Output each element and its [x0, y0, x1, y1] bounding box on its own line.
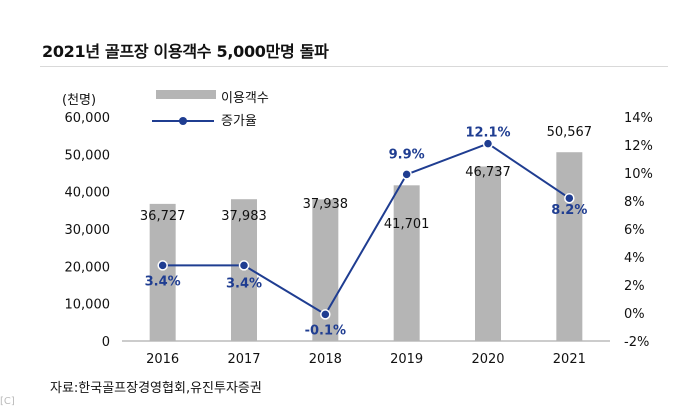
bar-value-label: 37,938: [303, 197, 349, 212]
y-right-tick-label: 0%: [624, 307, 645, 322]
y-right-tick-label: 2%: [624, 279, 645, 294]
corner-mark: [C]: [0, 396, 15, 407]
bar-value-label: 37,983: [221, 209, 267, 224]
line-value-label: -0.1%: [305, 323, 346, 338]
y-left-unit: (천명): [62, 93, 96, 108]
bar: [393, 185, 420, 341]
y-left-tick-label: 0: [102, 335, 110, 350]
legend-line-label: 증가율: [221, 114, 257, 129]
line-point: [564, 192, 575, 204]
bar: [475, 166, 501, 341]
y-right-tick-label: 12%: [624, 139, 653, 154]
x-tick-label: 2019: [390, 352, 423, 367]
line-value-label: 3.4%: [145, 274, 181, 289]
line-value-label: 3.4%: [226, 276, 262, 291]
line-point: [482, 138, 494, 149]
y-right-tick-label: 4%: [624, 251, 645, 266]
bar: [556, 152, 583, 341]
line-point: [238, 260, 250, 271]
y-right-tick-label: 10%: [624, 167, 653, 182]
line-value-label: 12.1%: [465, 126, 510, 141]
growth-line: [162, 142, 570, 316]
y-left-tick-label: 20,000: [65, 260, 111, 275]
x-tick-label: 2017: [227, 352, 260, 367]
line-point: [401, 169, 412, 180]
x-tick-label: 2016: [146, 352, 179, 367]
bar-value-label: 36,727: [140, 209, 186, 224]
bar: [149, 203, 176, 341]
x-tick-label: 2018: [309, 352, 342, 367]
chart-title: 2021년 골프장 이용객수 5,000만명 돌파: [42, 42, 329, 61]
y-left-tick-label: 30,000: [65, 223, 111, 238]
x-tick-label: 2021: [553, 352, 586, 367]
y-right-tick-label: -2%: [624, 335, 649, 350]
line-value-label: 9.9%: [389, 147, 425, 162]
y-left-tick-label: 10,000: [65, 298, 111, 313]
y-left-tick-label: 50,000: [65, 148, 111, 163]
y-right-tick-label: 6%: [624, 223, 645, 238]
bar: [312, 199, 339, 341]
y-left-tick-label: 60,000: [65, 111, 111, 126]
source-note: 자료:한국골프장경영협회,유진투자증권: [50, 381, 262, 396]
line-point: [157, 260, 168, 271]
bar-value-label: 46,737: [465, 165, 511, 180]
legend-bar-label: 이용객수: [221, 91, 269, 106]
legend-bar-swatch: [156, 90, 216, 99]
bar-value-label: 41,701: [384, 217, 430, 232]
title-divider: [40, 66, 668, 67]
line-point: [320, 309, 331, 320]
legend-line-marker: [179, 117, 187, 125]
x-tick-label: 2020: [471, 352, 504, 367]
y-right-tick-label: 14%: [624, 111, 653, 126]
y-left-tick-label: 40,000: [65, 186, 111, 201]
bar-value-label: 50,567: [547, 125, 593, 140]
y-right-tick-label: 8%: [624, 195, 645, 210]
line-value-label: 8.2%: [551, 203, 587, 218]
